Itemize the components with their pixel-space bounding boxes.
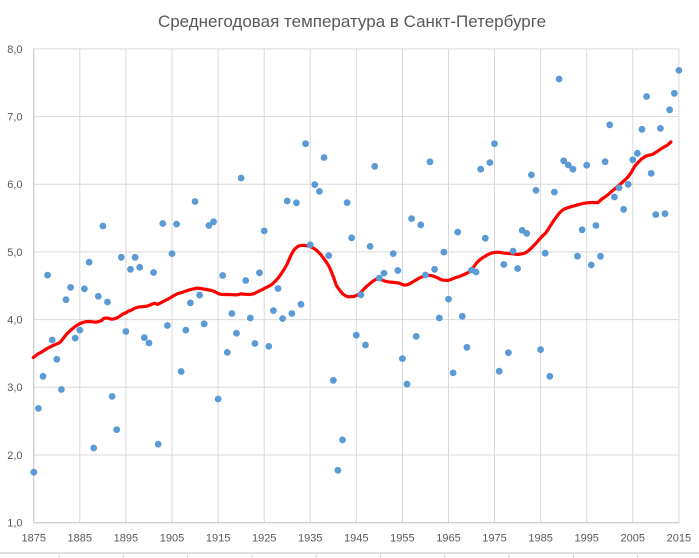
- svg-text:1875: 1875: [22, 533, 46, 545]
- svg-text:1885: 1885: [68, 533, 92, 545]
- svg-text:Среднегодовая температура в Са: Среднегодовая температура в Санкт-Петерб…: [158, 12, 546, 31]
- svg-text:6,0: 6,0: [7, 179, 22, 191]
- svg-text:1955: 1955: [390, 533, 414, 545]
- svg-text:1975: 1975: [482, 533, 506, 545]
- svg-text:1,0: 1,0: [7, 518, 22, 530]
- svg-text:1905: 1905: [160, 533, 184, 545]
- svg-text:1925: 1925: [252, 533, 276, 545]
- svg-text:1895: 1895: [114, 533, 138, 545]
- svg-text:1945: 1945: [344, 533, 368, 545]
- svg-text:2015: 2015: [667, 533, 691, 545]
- svg-text:1935: 1935: [298, 533, 322, 545]
- svg-text:1965: 1965: [436, 533, 460, 545]
- svg-text:2,0: 2,0: [7, 450, 22, 462]
- svg-text:1915: 1915: [206, 533, 230, 545]
- svg-text:7,0: 7,0: [7, 112, 22, 124]
- svg-text:1985: 1985: [528, 533, 552, 545]
- svg-text:2005: 2005: [621, 533, 645, 545]
- svg-text:1995: 1995: [574, 533, 598, 545]
- svg-text:3,0: 3,0: [7, 382, 22, 394]
- svg-text:8,0: 8,0: [7, 44, 22, 56]
- svg-text:4,0: 4,0: [7, 315, 22, 327]
- svg-text:5,0: 5,0: [7, 247, 22, 259]
